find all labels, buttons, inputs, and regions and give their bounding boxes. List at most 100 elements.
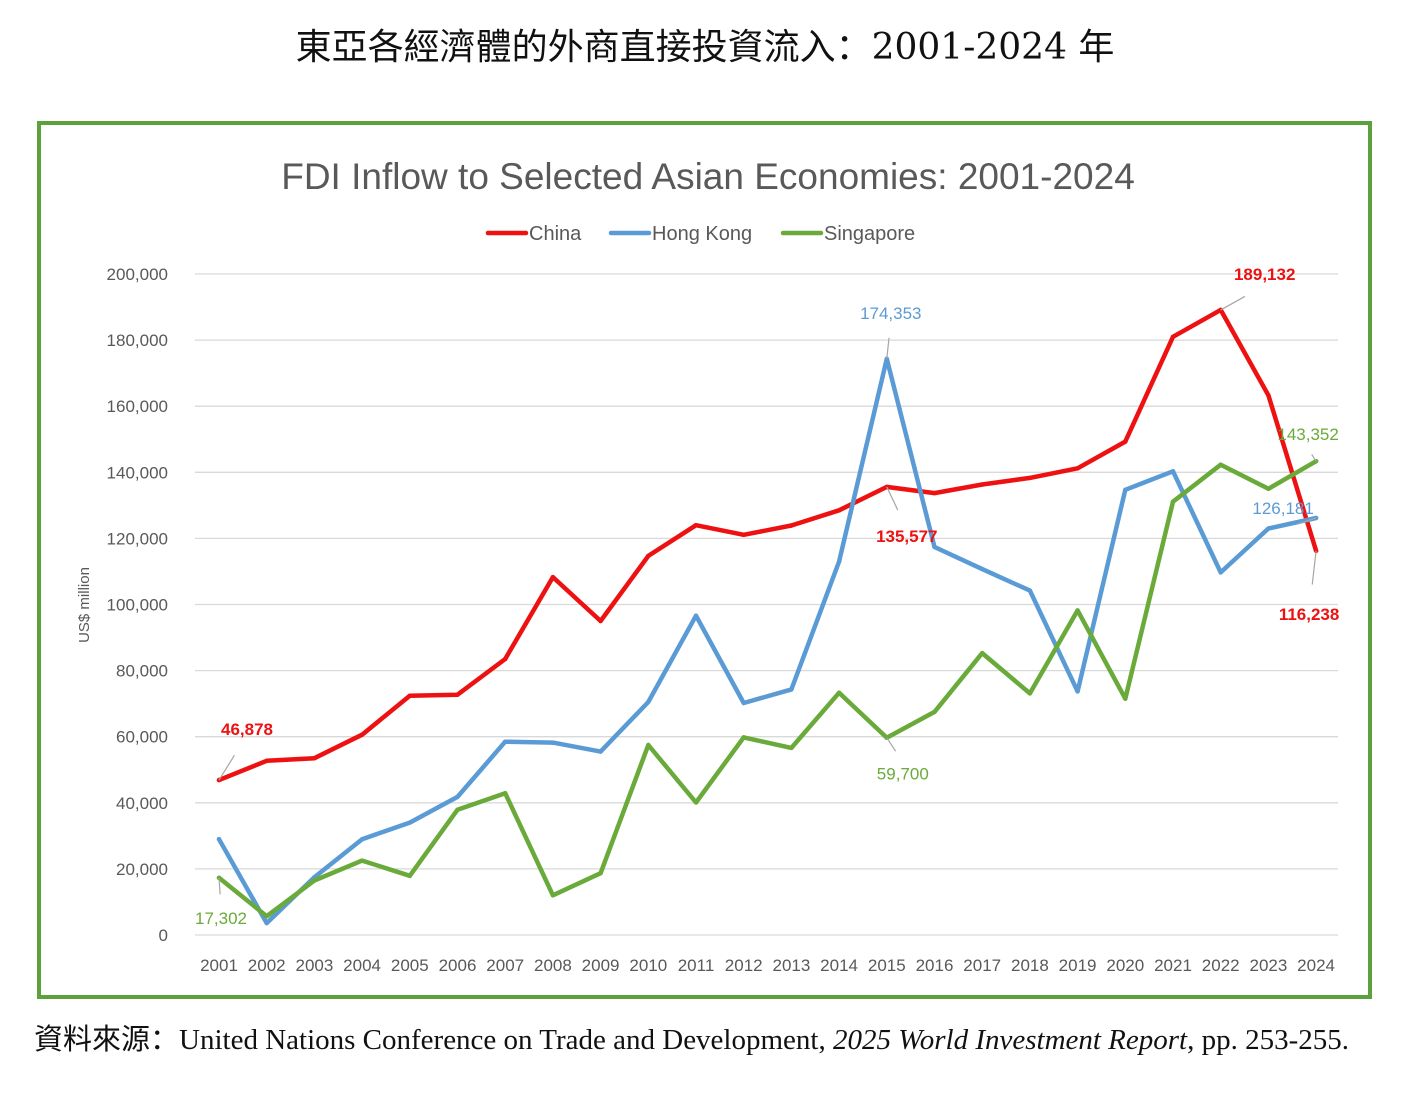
data-point-china bbox=[932, 490, 937, 496]
data-label: 174,353 bbox=[860, 304, 921, 323]
data-point-china bbox=[407, 693, 412, 698]
data-point-hong-kong bbox=[264, 920, 269, 926]
x-tick-label: 2017 bbox=[963, 956, 1001, 975]
x-tick-label: 2014 bbox=[820, 956, 858, 975]
data-point-china bbox=[503, 656, 508, 662]
x-axis-ticks: 2001 2002 2003 2004 2005 2006 2007 2008 2009 2010… bbox=[200, 956, 1335, 975]
x-tick-label: 2002 bbox=[248, 956, 286, 975]
data-point-hong-kong bbox=[550, 740, 556, 745]
data-point-hong-kong bbox=[980, 566, 985, 572]
data-point-china bbox=[1075, 466, 1080, 471]
x-tick-label: 2016 bbox=[916, 956, 954, 975]
data-point-singapore bbox=[836, 690, 842, 695]
data-point-singapore bbox=[455, 807, 460, 812]
data-label: 116,238 bbox=[1279, 605, 1340, 624]
x-tick-label: 2023 bbox=[1249, 956, 1287, 975]
data-point-hong-kong bbox=[932, 544, 937, 550]
data-point-singapore bbox=[646, 742, 651, 748]
data-label: 126,181 bbox=[1252, 499, 1313, 518]
data-point-singapore bbox=[1218, 462, 1223, 467]
data-point-hong-kong bbox=[1218, 570, 1223, 575]
data-point-hong-kong bbox=[646, 699, 651, 705]
data-point-hong-kong bbox=[359, 836, 365, 842]
data-point-hong-kong bbox=[1266, 526, 1271, 531]
page-title: 東亞各經濟體的外商直接投資流入：2001-2024 年 bbox=[295, 27, 1115, 68]
x-tick-label: 2004 bbox=[343, 956, 381, 975]
data-point-china bbox=[1170, 334, 1176, 339]
data-point-china bbox=[550, 574, 556, 580]
y-tick-label: 100,000 bbox=[107, 596, 168, 615]
y-tick-label: 200,000 bbox=[107, 265, 168, 284]
legend-label: Singapore bbox=[824, 223, 915, 245]
data-point-china bbox=[1027, 475, 1033, 481]
legend-label: China bbox=[529, 223, 582, 245]
data-label: 17,302 bbox=[195, 909, 247, 928]
x-tick-label: 2007 bbox=[486, 956, 524, 975]
data-point-singapore bbox=[407, 873, 412, 879]
data-label-leader bbox=[218, 877, 221, 895]
data-point-singapore bbox=[1075, 608, 1080, 613]
data-point-singapore bbox=[264, 913, 269, 919]
data-point-hong-kong bbox=[1313, 515, 1319, 521]
chart-title: FDI Inflow to Selected Asian Economies: … bbox=[281, 156, 1135, 197]
series-line-singapore bbox=[216, 458, 1319, 919]
y-axis-ticks: 0 20,000 40,000 60,000 80,000 100,000 120,000 1… bbox=[107, 265, 168, 945]
data-point-hong-kong bbox=[1075, 689, 1080, 694]
data-point-china bbox=[1313, 548, 1319, 554]
data-point-singapore bbox=[1266, 486, 1271, 492]
data-point-hong-kong bbox=[693, 613, 699, 618]
data-point-hong-kong bbox=[741, 700, 746, 706]
x-tick-label: 2009 bbox=[582, 956, 620, 975]
data-label-leader bbox=[1220, 295, 1246, 311]
x-tick-label: 2018 bbox=[1011, 956, 1049, 975]
x-tick-label: 2005 bbox=[391, 956, 429, 975]
y-tick-label: 80,000 bbox=[116, 662, 168, 681]
x-tick-label: 2024 bbox=[1297, 956, 1335, 975]
data-point-china bbox=[264, 758, 269, 764]
x-tick-label: 2022 bbox=[1202, 956, 1240, 975]
data-point-singapore bbox=[1170, 499, 1176, 504]
y-axis-label: US$ million bbox=[76, 567, 93, 643]
source-org: United Nations Conference on Trade and D… bbox=[179, 1024, 833, 1056]
data-label-leader bbox=[886, 737, 897, 752]
data-point-singapore bbox=[550, 893, 556, 898]
x-tick-label: 2010 bbox=[629, 956, 667, 975]
x-tick-label: 2015 bbox=[868, 956, 906, 975]
data-point-hong-kong bbox=[1170, 469, 1176, 474]
data-label-leader bbox=[1311, 550, 1317, 585]
data-point-singapore bbox=[1027, 691, 1033, 696]
y-tick-label: 60,000 bbox=[116, 728, 168, 747]
y-tick-label: 160,000 bbox=[107, 397, 168, 416]
chart-legend: China Hong Kong Singapore bbox=[485, 223, 915, 245]
data-labels: 46,878 135,577 189,132 116,238 174,353 126,18… bbox=[195, 265, 1339, 928]
x-tick-label: 2011 bbox=[678, 956, 715, 975]
x-tick-label: 2001 bbox=[200, 956, 238, 975]
data-point-china bbox=[980, 482, 985, 487]
data-point-singapore bbox=[598, 870, 603, 876]
source-suffix: , pp. 253-255. bbox=[1187, 1024, 1350, 1056]
data-point-singapore bbox=[312, 878, 317, 883]
source-prefix: 資料來源： bbox=[34, 1024, 180, 1056]
data-label-leader bbox=[218, 755, 235, 781]
y-tick-label: 140,000 bbox=[107, 463, 168, 482]
x-tick-label: 2008 bbox=[534, 956, 572, 975]
data-point-china bbox=[693, 522, 699, 528]
legend-label: Hong Kong bbox=[652, 223, 752, 245]
y-tick-label: 180,000 bbox=[107, 331, 168, 350]
data-label-leader bbox=[1311, 454, 1317, 462]
data-label: 59,700 bbox=[877, 765, 929, 784]
data-point-hong-kong bbox=[1123, 487, 1128, 493]
data-point-china bbox=[836, 508, 842, 513]
data-point-hong-kong bbox=[789, 687, 794, 692]
data-point-hong-kong bbox=[407, 820, 412, 825]
data-point-china bbox=[455, 692, 460, 697]
x-tick-label: 2006 bbox=[439, 956, 477, 975]
x-tick-label: 2020 bbox=[1106, 956, 1144, 975]
data-point-singapore bbox=[1123, 696, 1128, 701]
source-report: 2025 World Investment Report bbox=[832, 1024, 1188, 1056]
source-note: 資料來源：United Nations Conference on Trade … bbox=[34, 1020, 1384, 1061]
data-point-hong-kong bbox=[455, 794, 460, 800]
y-tick-label: 0 bbox=[159, 926, 168, 945]
data-point-hong-kong bbox=[836, 559, 842, 564]
series-lines bbox=[216, 307, 1319, 926]
